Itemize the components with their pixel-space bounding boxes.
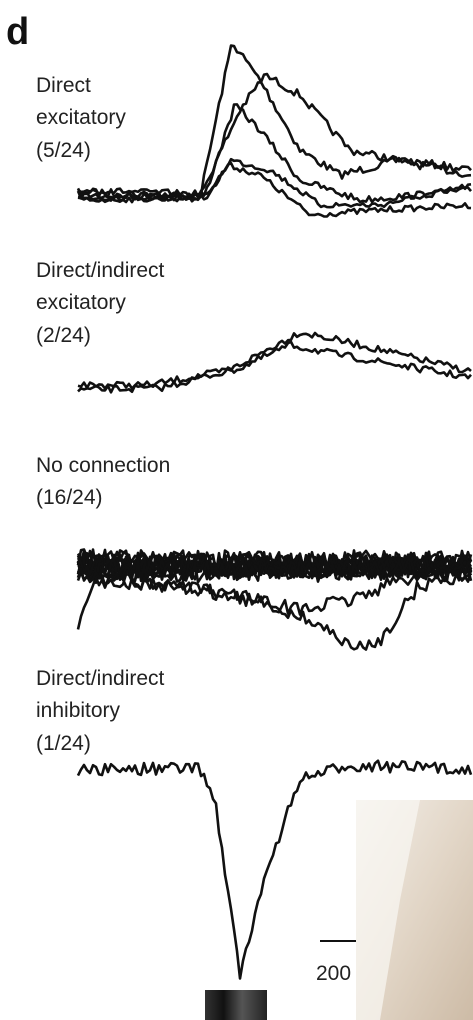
traces <box>76 44 473 980</box>
group-label: (1/24) <box>36 732 91 755</box>
trace <box>76 550 473 577</box>
trace <box>77 157 472 209</box>
trace <box>77 340 472 394</box>
trace <box>77 161 472 218</box>
scale-bar-label: 200 <box>316 962 351 985</box>
trace <box>76 759 473 980</box>
trace <box>76 569 473 651</box>
dark-strip <box>205 990 267 1020</box>
group-label: Direct <box>36 74 91 97</box>
group-label: No connection <box>36 454 170 477</box>
trace <box>76 558 473 585</box>
group-label: (2/24) <box>36 324 91 347</box>
group-label: Direct/indirect <box>36 259 165 282</box>
group-label: (16/24) <box>36 486 103 509</box>
panel-label: d <box>6 11 29 53</box>
trace <box>76 559 472 616</box>
group-label: Direct/indirect <box>36 667 165 690</box>
group-label: (5/24) <box>36 139 91 162</box>
group-label: excitatory <box>36 291 126 314</box>
trace <box>76 44 472 203</box>
photo-highlight <box>356 800 420 1020</box>
group-label: excitatory <box>36 106 126 129</box>
trace <box>76 72 472 201</box>
trace <box>77 331 472 390</box>
group-label: inhibitory <box>36 699 121 722</box>
